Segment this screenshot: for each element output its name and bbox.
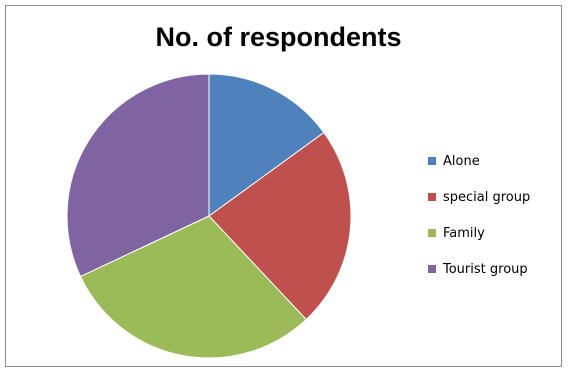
legend-item-tourist-group: Tourist group [428,260,563,278]
pie-slice-tourist-group [66,73,210,278]
pie-slice-family [79,215,307,359]
legend-swatch [428,265,436,273]
pie-slice-special-group [208,131,352,321]
legend-swatch [428,193,436,201]
legend-item-alone: Alone [428,152,563,170]
chart-title: No. of respondents [155,22,402,52]
legend-label: special group [443,189,531,205]
legend-label: Tourist group [443,261,528,277]
legend-item-family: Family [428,224,563,242]
legend-item-special-group: special group [428,188,563,206]
legend-swatch [428,229,436,237]
legend-label: Family [443,225,485,241]
pie-slice-alone [208,73,325,217]
chart-legend: Alone special group Family Tourist group [428,152,563,278]
legend-label: Alone [443,153,480,169]
legend-swatch [428,157,436,165]
